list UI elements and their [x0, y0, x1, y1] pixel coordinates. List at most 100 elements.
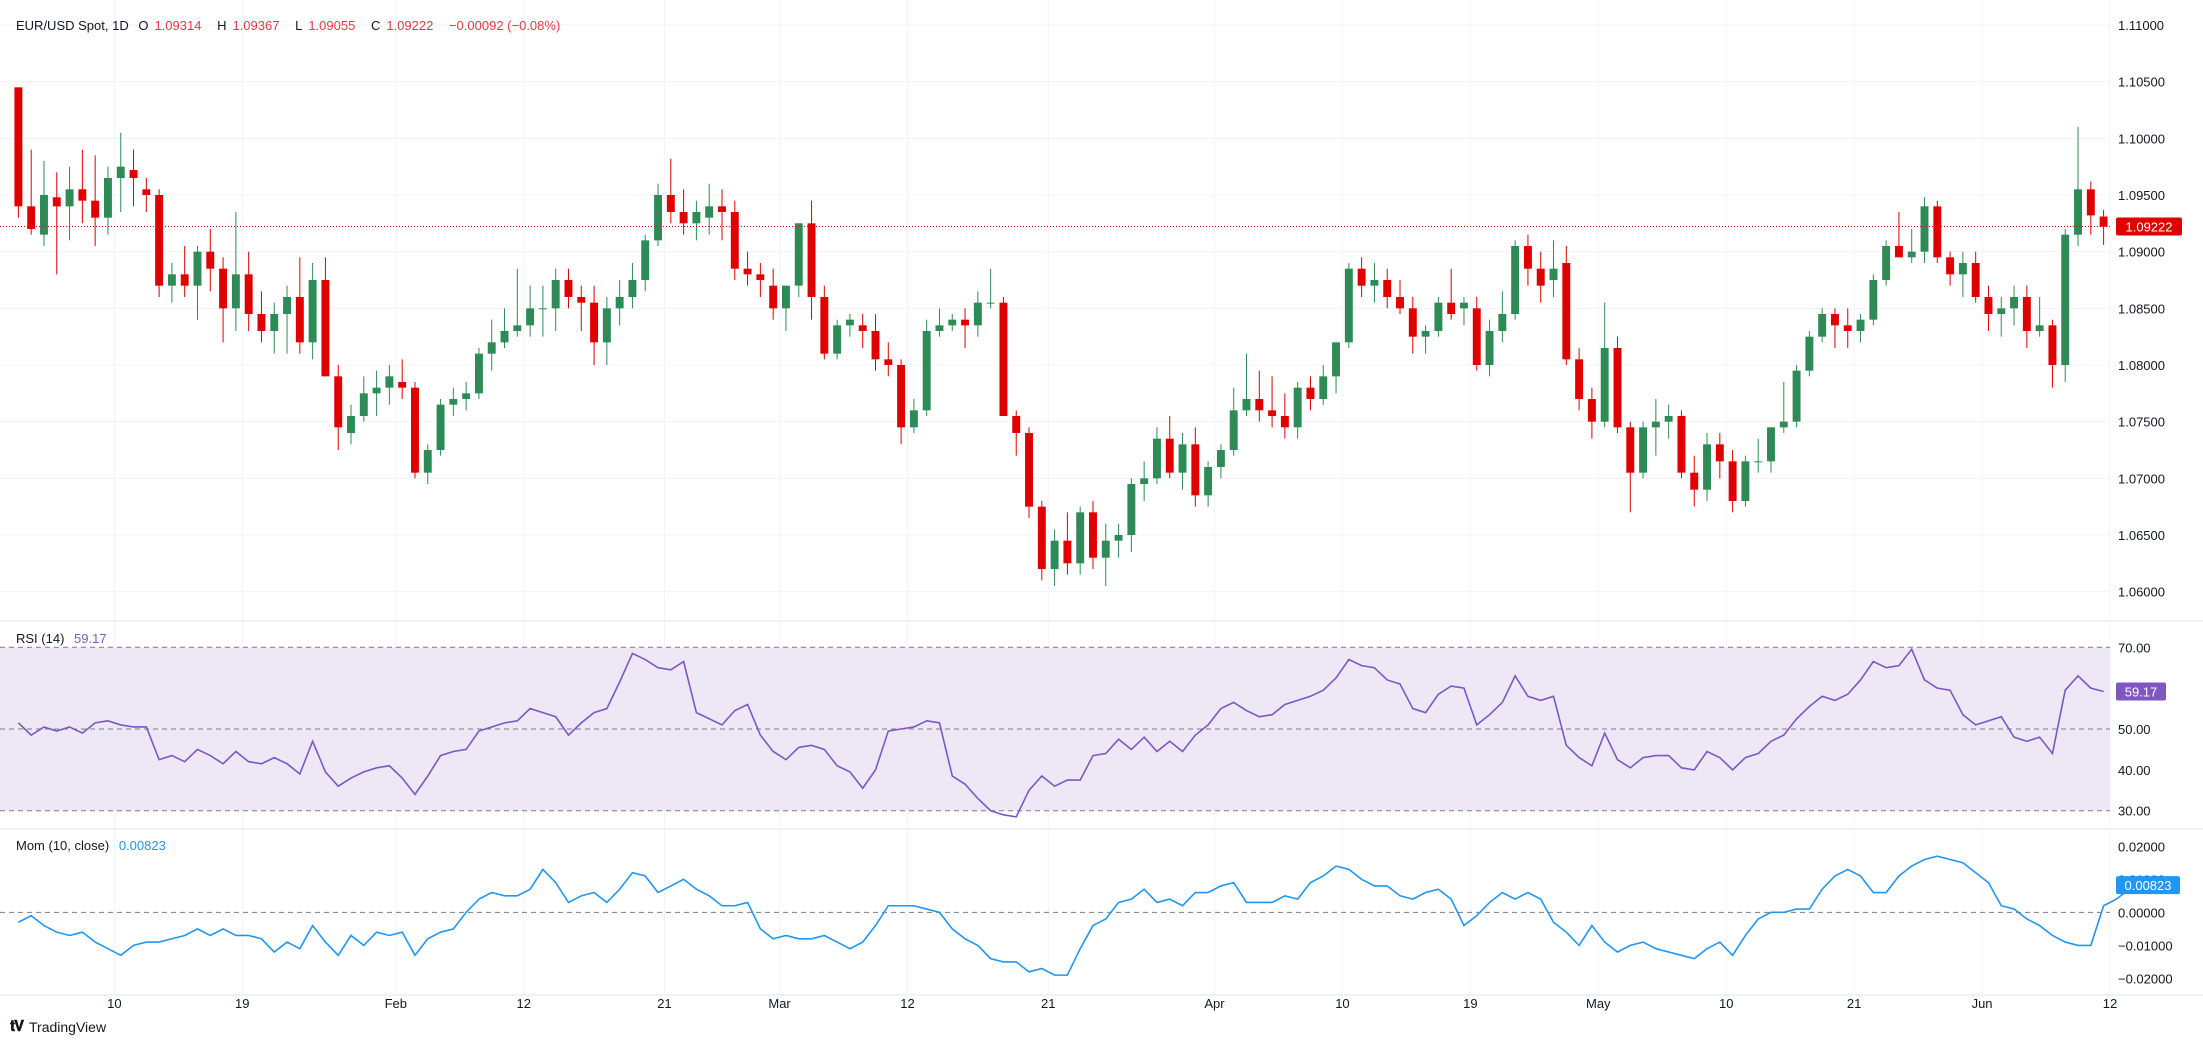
candle-body: [52, 197, 61, 207]
candle-body: [1114, 535, 1123, 541]
candle-body: [948, 319, 957, 326]
mom-value-badge-label: 0.00823: [2125, 878, 2172, 893]
candle-body: [167, 274, 176, 286]
candle-body: [1907, 251, 1916, 258]
candle-body: [244, 274, 253, 314]
price-legend: EUR/USD Spot, 1D O 1.09314 H 1.09367 L 1.09…: [16, 18, 566, 33]
candle-body: [1626, 427, 1635, 473]
candle-body: [1639, 427, 1648, 473]
time-tick-label: 19: [235, 996, 249, 1011]
candle-body: [730, 212, 739, 269]
candle-body: [871, 331, 880, 360]
candle-body: [1523, 246, 1532, 269]
candle-body: [1332, 342, 1341, 377]
candle-body: [1140, 478, 1149, 484]
candle-body: [219, 268, 228, 309]
candle-body: [807, 223, 816, 297]
price-tick-label: 1.08500: [2118, 301, 2165, 316]
candle-body: [40, 195, 48, 235]
rsi-value-badge: [2116, 682, 2166, 701]
candle-body: [538, 308, 547, 310]
candle-body: [347, 416, 355, 433]
rsi-tick-label: 30.00: [2118, 804, 2151, 819]
candle-body: [1792, 370, 1801, 422]
candle-body: [1319, 376, 1328, 399]
candle-body: [2099, 216, 2108, 227]
price-tick-label: 1.10000: [2118, 131, 2165, 146]
candle-body: [1958, 263, 1967, 275]
last-price-badge: [2116, 217, 2182, 236]
candle-body: [1894, 246, 1903, 258]
last-price-badge-label: 1.09222: [2126, 220, 2173, 235]
candle-body: [308, 280, 317, 343]
rsi-value-badge-label: 59.17: [2125, 685, 2158, 700]
candle-body: [1383, 280, 1392, 297]
candle-body: [1050, 540, 1059, 569]
candle-body: [1229, 410, 1238, 450]
time-tick-label: 12: [2103, 996, 2117, 1011]
candle-body: [321, 280, 330, 377]
high-label: H: [217, 18, 227, 33]
candle-body: [1255, 399, 1264, 411]
candle-body: [116, 166, 125, 178]
candle-body: [1152, 438, 1161, 479]
candle-body: [1498, 314, 1507, 331]
candle-body: [1306, 387, 1315, 399]
candle-body: [654, 195, 662, 241]
candle-body: [577, 297, 586, 303]
candle-body: [334, 376, 343, 428]
candle-body: [1703, 444, 1711, 490]
candle-body: [14, 87, 23, 207]
candle-body: [1485, 331, 1494, 365]
candle-body: [1920, 206, 1929, 252]
candle-body: [858, 325, 867, 331]
symbol-label: EUR/USD Spot, 1D: [16, 18, 129, 33]
candle-body: [1076, 512, 1085, 564]
candle-body: [1165, 438, 1174, 473]
candle-body: [1089, 512, 1097, 558]
mom-legend-name: Mom (10, close): [16, 838, 110, 853]
candle-body: [1818, 314, 1827, 337]
candle-body: [1344, 268, 1353, 343]
candle-body: [474, 353, 483, 394]
candle-body: [1690, 472, 1699, 490]
candle-body: [65, 189, 74, 207]
candle-body: [961, 319, 970, 326]
candle-body: [295, 297, 304, 343]
candle-body: [986, 302, 995, 304]
candle-body: [1754, 461, 1763, 463]
candle-body: [129, 170, 138, 178]
candle-body: [398, 382, 407, 388]
candle-body: [1101, 540, 1110, 558]
time-tick-label: Mar: [768, 996, 791, 1011]
candle-body: [1830, 314, 1839, 326]
candle-body: [1856, 319, 1865, 331]
time-tick-label: Feb: [385, 996, 407, 1011]
price-tick-label: 1.11000: [2118, 18, 2164, 33]
candle-body: [1587, 399, 1596, 422]
candle-body: [1408, 308, 1417, 337]
candle-body: [1216, 450, 1225, 467]
candle-body: [449, 399, 458, 405]
candle-body: [231, 274, 240, 309]
candle-body: [909, 410, 918, 428]
close-value: 1.09222: [386, 18, 434, 33]
candle-body: [2061, 234, 2070, 365]
candle-body: [1357, 268, 1366, 286]
candle-body: [743, 268, 752, 275]
candle-body: [1178, 444, 1187, 473]
time-tick-label: Jun: [1972, 996, 1993, 1011]
candle-body: [462, 393, 471, 399]
candle-body: [1971, 263, 1980, 297]
rsi-legend-name: RSI (14): [16, 631, 65, 646]
candle-body: [897, 365, 906, 428]
tradingview-brand[interactable]: 𝐭𝐕 TradingView: [10, 1018, 106, 1035]
candle-body: [27, 206, 36, 229]
candle-body: [1882, 246, 1891, 280]
mom-legend-value: 0.00823: [118, 838, 166, 853]
candle-body: [1613, 348, 1622, 428]
candle-body: [1677, 416, 1686, 473]
candle-body: [769, 285, 778, 309]
candle-body: [564, 280, 573, 297]
